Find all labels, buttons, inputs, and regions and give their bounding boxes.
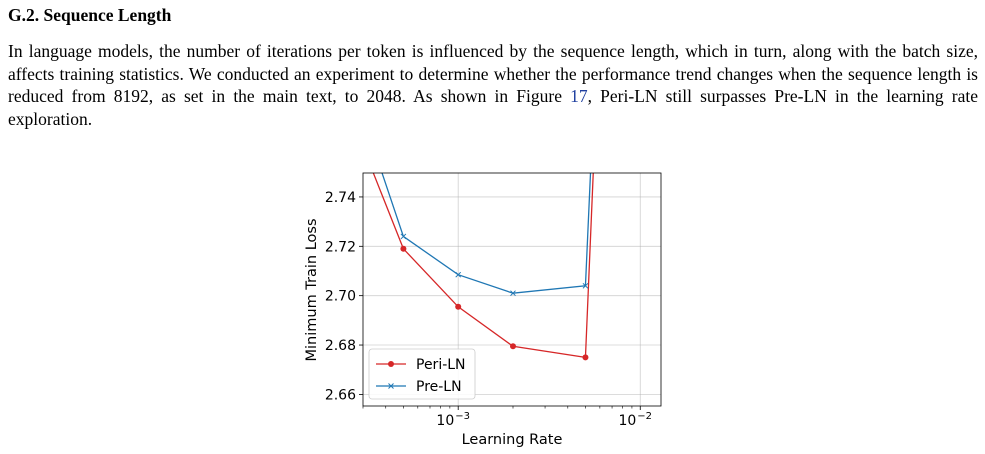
section-number: G.2. — [8, 5, 40, 25]
data-point-pre-ln — [510, 290, 516, 297]
x-axis-label: Learning Rate — [462, 432, 563, 448]
legend: Peri-LN Pre-LN — [368, 348, 476, 400]
data-point-peri-ln — [582, 354, 589, 361]
y-tick-label: 2.74 — [325, 190, 356, 206]
data-point-pre-ln — [455, 271, 462, 278]
body-paragraph: In language models, the number of iterat… — [8, 40, 978, 130]
axis-ticks: 2.66 2.68 2.70 2.72 2.74 10−3 10−2 — [325, 190, 652, 429]
figure-reference-link[interactable]: 17 — [570, 86, 588, 106]
paragraph-text-before: In language models, the number of iterat… — [8, 41, 978, 106]
y-tick-label: 2.72 — [325, 239, 356, 255]
series-line-peri-ln — [372, 173, 594, 359]
paragraph-text-after: , Peri-LN still surpasses Pre-LN in the … — [8, 86, 978, 129]
data-point-pre-ln — [582, 282, 589, 289]
legend-peri-label: Peri-LN — [416, 357, 466, 373]
y-axis-label: Minimum Train Loss — [304, 218, 320, 361]
legend-peri-marker — [388, 361, 394, 367]
legend-pre-marker — [388, 383, 394, 389]
series-line-pre-ln — [381, 173, 592, 294]
y-tick-label: 2.70 — [325, 289, 356, 305]
x-tick-label: 10−2 — [618, 411, 652, 429]
plot-frame — [362, 172, 662, 407]
data-point-pre-ln — [400, 233, 407, 240]
y-tick-label: 2.66 — [325, 387, 356, 403]
series-layer — [372, 173, 594, 361]
x-tick-label: 10−3 — [436, 411, 470, 429]
section-heading: G.2. Sequence Length — [8, 5, 171, 26]
x-tick-exponent: −2 — [637, 411, 652, 422]
data-point-peri-ln — [455, 303, 462, 310]
y-tick-label: 2.68 — [325, 338, 356, 354]
section-title: Sequence Length — [43, 5, 172, 25]
legend-pre-label: Pre-LN — [416, 379, 462, 395]
x-tick-exponent: −3 — [455, 411, 470, 422]
data-point-peri-ln — [510, 343, 517, 350]
data-point-peri-ln — [400, 245, 407, 252]
